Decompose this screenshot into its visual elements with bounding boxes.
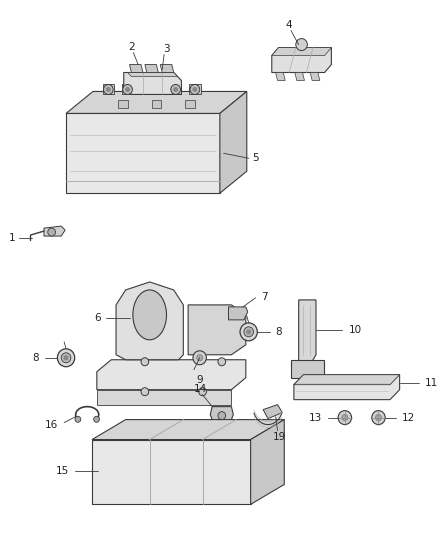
Circle shape: [64, 356, 68, 360]
Text: 5: 5: [253, 154, 259, 163]
Polygon shape: [310, 72, 320, 80]
Text: 3: 3: [163, 44, 170, 54]
Polygon shape: [210, 407, 233, 425]
Circle shape: [75, 416, 81, 422]
Circle shape: [240, 323, 258, 341]
Polygon shape: [130, 64, 143, 72]
Circle shape: [141, 387, 149, 395]
Polygon shape: [102, 84, 114, 94]
Polygon shape: [92, 440, 251, 504]
Text: 19: 19: [273, 432, 286, 441]
Circle shape: [218, 358, 226, 366]
Text: 9: 9: [196, 375, 203, 385]
Polygon shape: [263, 405, 283, 418]
Polygon shape: [116, 282, 184, 360]
Circle shape: [126, 87, 130, 92]
Circle shape: [48, 228, 56, 236]
Circle shape: [174, 87, 177, 92]
Circle shape: [141, 358, 149, 366]
Polygon shape: [272, 47, 332, 72]
Circle shape: [193, 351, 206, 365]
Circle shape: [57, 349, 75, 367]
Circle shape: [94, 416, 99, 422]
Polygon shape: [188, 305, 246, 355]
Polygon shape: [276, 72, 285, 80]
Polygon shape: [272, 47, 332, 55]
Polygon shape: [189, 84, 201, 94]
Text: 13: 13: [308, 413, 322, 423]
Polygon shape: [118, 100, 127, 108]
Polygon shape: [291, 360, 324, 378]
Polygon shape: [152, 100, 161, 108]
Circle shape: [106, 87, 110, 92]
Polygon shape: [97, 360, 246, 390]
Polygon shape: [160, 64, 174, 72]
Polygon shape: [295, 72, 304, 80]
Circle shape: [218, 411, 226, 419]
Text: 6: 6: [94, 313, 101, 323]
Polygon shape: [229, 307, 248, 320]
Circle shape: [193, 87, 197, 92]
Circle shape: [123, 84, 132, 94]
Polygon shape: [124, 72, 181, 94]
Circle shape: [372, 410, 385, 425]
Polygon shape: [97, 390, 231, 405]
Polygon shape: [145, 64, 159, 72]
Text: 10: 10: [349, 325, 362, 335]
Polygon shape: [294, 375, 399, 385]
Polygon shape: [220, 92, 247, 193]
Circle shape: [376, 415, 381, 421]
Polygon shape: [44, 226, 65, 236]
Polygon shape: [294, 375, 399, 400]
Circle shape: [197, 355, 202, 361]
Polygon shape: [66, 92, 247, 114]
Polygon shape: [92, 419, 284, 440]
Polygon shape: [185, 100, 195, 108]
Polygon shape: [170, 84, 181, 94]
Circle shape: [244, 327, 254, 337]
Polygon shape: [251, 419, 284, 504]
Text: 12: 12: [402, 413, 415, 423]
Circle shape: [342, 415, 348, 421]
Polygon shape: [127, 72, 177, 77]
Text: 16: 16: [45, 419, 58, 430]
Text: 8: 8: [276, 327, 282, 337]
Text: 14: 14: [194, 384, 207, 394]
Text: 7: 7: [261, 292, 268, 302]
Circle shape: [247, 330, 251, 334]
Circle shape: [190, 84, 200, 94]
Circle shape: [61, 353, 71, 363]
Text: 2: 2: [128, 42, 135, 52]
Text: 1: 1: [9, 233, 15, 243]
Circle shape: [338, 410, 352, 425]
Ellipse shape: [133, 290, 166, 340]
Text: 4: 4: [286, 20, 293, 30]
Polygon shape: [299, 300, 316, 368]
Circle shape: [103, 84, 113, 94]
Text: 15: 15: [56, 466, 69, 477]
Circle shape: [296, 38, 307, 51]
Circle shape: [199, 387, 206, 395]
Text: 11: 11: [424, 378, 438, 387]
Text: 8: 8: [32, 353, 39, 363]
Polygon shape: [66, 114, 220, 193]
Circle shape: [171, 84, 180, 94]
Polygon shape: [122, 84, 133, 94]
